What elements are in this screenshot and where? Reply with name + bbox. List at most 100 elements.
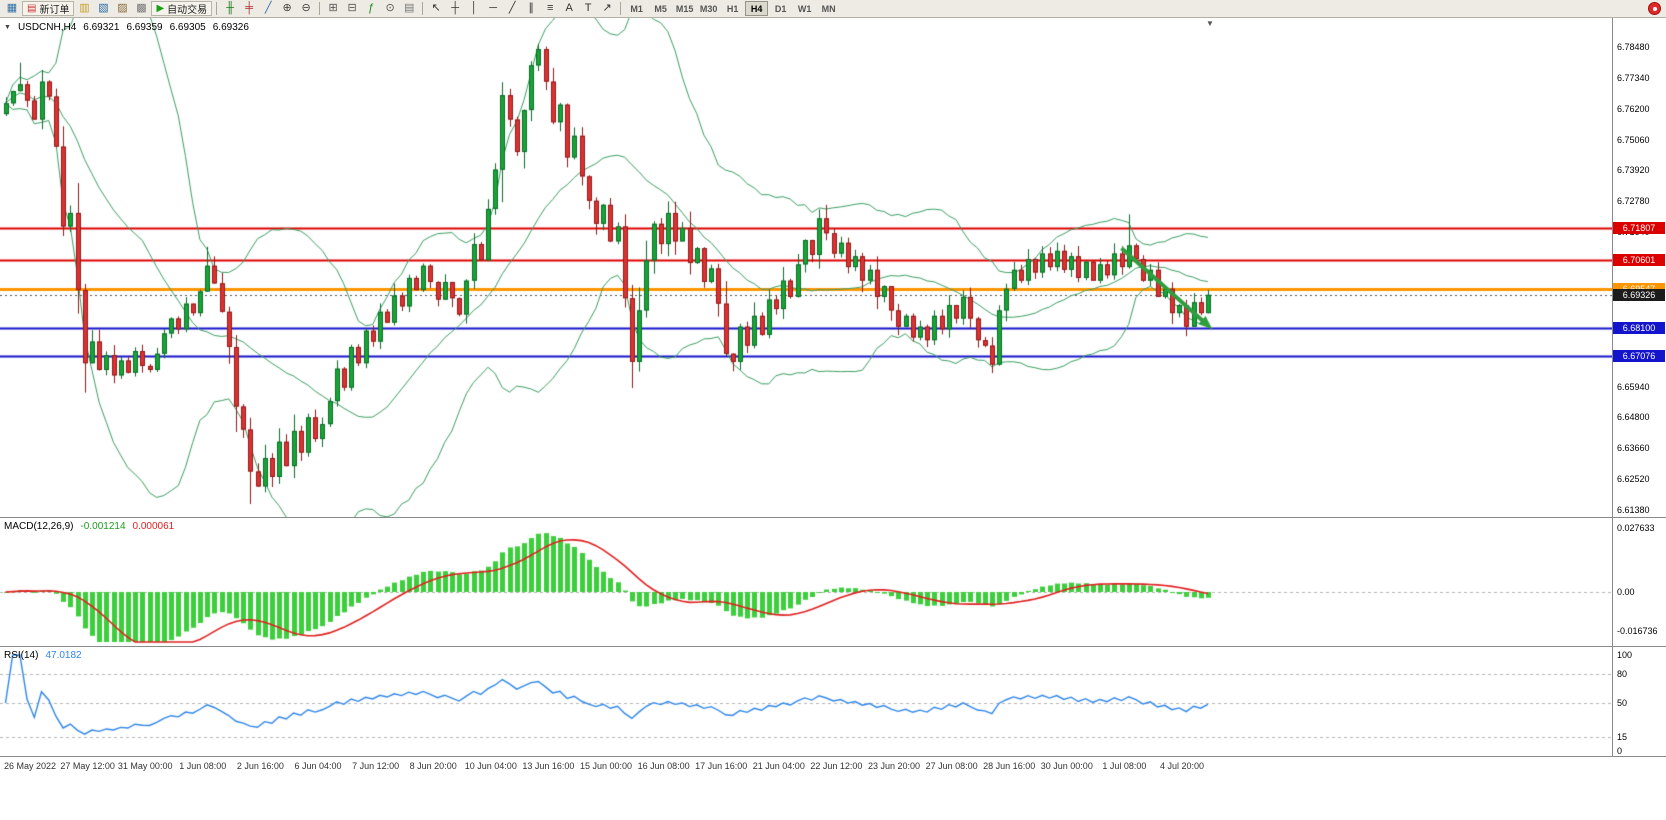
timeframe-m30-button[interactable]: M30: [699, 3, 718, 14]
cursor-icon[interactable]: ↖: [431, 2, 441, 14]
macd-panel-canvas[interactable]: [0, 518, 1612, 646]
date-axis-label: 8 Jun 20:00: [409, 761, 457, 771]
timeframe-mn-button[interactable]: MN: [821, 3, 836, 14]
price-axis-label: 6.77340: [1617, 72, 1650, 83]
vertical-line-icon[interactable]: │: [470, 2, 478, 14]
ohlc-low: 6.69305: [169, 22, 206, 33]
timeframe-h1-button[interactable]: H1: [726, 3, 739, 14]
price-axis-label: 6.61380: [1617, 504, 1650, 515]
macd-indicator-label: MACD(12,26,9) -0.001214 0.000061: [4, 521, 174, 532]
timeframe-m1-button[interactable]: M1: [630, 3, 643, 14]
label-icon[interactable]: T: [584, 2, 592, 14]
ohlc-high: 6.69359: [126, 22, 163, 33]
main-chart-canvas[interactable]: [0, 18, 1612, 517]
price-axis-label: 6.78480: [1617, 41, 1650, 52]
current-price-tag: 6.69326: [1613, 288, 1665, 301]
macd-signal-value: 0.000061: [132, 521, 175, 532]
timeframe-m5-button[interactable]: M5: [654, 3, 667, 14]
cascade-windows-icon[interactable]: ⊟: [347, 2, 357, 14]
price-axis-label: 6.64800: [1617, 412, 1650, 423]
timeframe-w1-button[interactable]: W1: [797, 3, 812, 14]
rsi-axis-label: 80: [1617, 669, 1628, 680]
date-axis-label: 6 Jun 04:00: [294, 761, 342, 771]
terminal-icon[interactable]: ▩: [136, 2, 147, 14]
toolbar-separator: [216, 2, 218, 15]
date-axis-label: 17 Jun 16:00: [695, 761, 748, 771]
zoom-in-icon[interactable]: ⊕: [282, 2, 292, 14]
line-chart-icon[interactable]: ╱: [264, 2, 272, 14]
date-axis-label: 28 Jun 16:00: [983, 761, 1036, 771]
crosshair-icon[interactable]: ┼: [451, 2, 460, 14]
date-axis-label: 10 Jun 04:00: [464, 761, 517, 771]
date-axis-label: 23 Jun 20:00: [867, 761, 921, 771]
rsi-title: RSI(14): [4, 650, 39, 661]
price-axis-label: 6.72780: [1617, 196, 1650, 207]
new-order-icon: ▤: [27, 3, 37, 14]
market-watch-icon[interactable]: ▧: [98, 2, 109, 14]
hline-price-tag[interactable]: 6.68100: [1613, 322, 1665, 335]
timeframe-h4-button[interactable]: H4: [745, 1, 769, 16]
macd-axis-label: 0.00: [1617, 587, 1635, 597]
ohlc-close: 6.69326: [212, 22, 249, 33]
toolbar-separator: [620, 2, 622, 15]
ohlc-open: 6.69321: [83, 22, 120, 33]
chart-profiles-icon[interactable]: ▥: [79, 2, 90, 14]
indicators-icon[interactable]: ƒ: [368, 2, 375, 14]
hline-price-tag[interactable]: 6.67076: [1613, 349, 1665, 362]
trendline-icon[interactable]: ╱: [508, 2, 516, 14]
horizontal-line-icon[interactable]: ─: [489, 2, 498, 14]
navigator-icon[interactable]: ▨: [117, 2, 128, 14]
ohlc-bars-icon[interactable]: ╫: [226, 2, 235, 14]
auto-trading-button[interactable]: ▶ 自动交易: [151, 1, 213, 16]
auto-trading-icon: ▶: [156, 3, 165, 14]
price-axis-label: 6.62520: [1617, 474, 1650, 485]
arrows-icon[interactable]: ↗: [602, 2, 612, 14]
date-axis-label: 22 Jun 12:00: [810, 761, 863, 771]
price-axis-label: 6.65940: [1617, 381, 1650, 392]
new-chart-icon[interactable]: ▦: [6, 2, 18, 14]
text-icon[interactable]: A: [565, 2, 573, 14]
timeframe-d1-button[interactable]: D1: [774, 3, 787, 14]
date-axis-label: 21 Jun 04:00: [752, 761, 805, 771]
rsi-panel-canvas[interactable]: [0, 647, 1612, 756]
date-axis-separator: [0, 756, 1666, 757]
date-axis-label: 27 May 12:00: [60, 761, 115, 771]
date-axis-label: 1 Jun 08:00: [179, 761, 227, 771]
macd-value: -0.001214: [80, 521, 126, 532]
new-order-button[interactable]: ▤ 新订单: [22, 1, 75, 16]
date-axis-label: 2 Jun 16:00: [236, 761, 284, 771]
channel-icon[interactable]: ∥: [528, 2, 534, 14]
one-click-trading-toggle[interactable]: ▼: [4, 24, 11, 31]
tile-windows-icon[interactable]: ⊞: [328, 2, 338, 14]
rsi-axis-label: 100: [1617, 650, 1633, 660]
date-axis-label: 26 May 2022: [3, 761, 57, 771]
rsi-panel-separator[interactable]: [0, 646, 1666, 647]
price-axis-label: 6.75060: [1617, 134, 1650, 145]
rsi-indicator-label: RSI(14) 47.0182: [4, 650, 82, 661]
date-axis-label: 1 Jul 08:00: [1102, 761, 1147, 771]
timeframe-m15-button[interactable]: M15: [675, 3, 694, 14]
macd-axis-label: 0.027633: [1617, 523, 1655, 533]
toolbar-separator: [422, 2, 424, 15]
toolbar-separator: [319, 2, 321, 15]
price-axis-border: [1612, 18, 1613, 757]
rsi-value: 47.0182: [45, 650, 82, 661]
macd-title: MACD(12,26,9): [4, 521, 74, 532]
date-axis-label: 31 May 00:00: [117, 761, 173, 771]
candlesticks-icon[interactable]: ╪: [245, 2, 254, 14]
fibonacci-icon[interactable]: ≡: [546, 2, 554, 14]
community-icon[interactable]: [1648, 2, 1661, 15]
macd-panel-separator[interactable]: [0, 517, 1666, 518]
toolbar: ▦ ▤ 新订单 ▥ ▧ ▨ ▩ ▶ 自动交易 ╫ ╪ ╱ ⊕ ⊖ ⊞ ⊟ ƒ ⊙ ▤ ↖ ┼ │ ─ ╱ ∥ ≡ A T ↗ M1 M5 M1…: [0, 0, 1666, 18]
macd-axis-label: -0.016736: [1617, 625, 1658, 636]
hline-price-tag[interactable]: 6.71807: [1613, 221, 1665, 234]
templates-icon[interactable]: ▤: [403, 2, 415, 14]
periods-icon[interactable]: ⊙: [385, 2, 395, 14]
chart-shift-marker[interactable]: ▼: [1206, 19, 1214, 28]
date-axis-label: 30 Jun 00:00: [1040, 761, 1093, 771]
price-axis-label: 6.76200: [1617, 103, 1650, 114]
hline-price-tag[interactable]: 6.70601: [1613, 254, 1665, 267]
zoom-out-icon[interactable]: ⊖: [301, 2, 311, 14]
date-axis-label: 27 Jun 08:00: [925, 761, 978, 771]
